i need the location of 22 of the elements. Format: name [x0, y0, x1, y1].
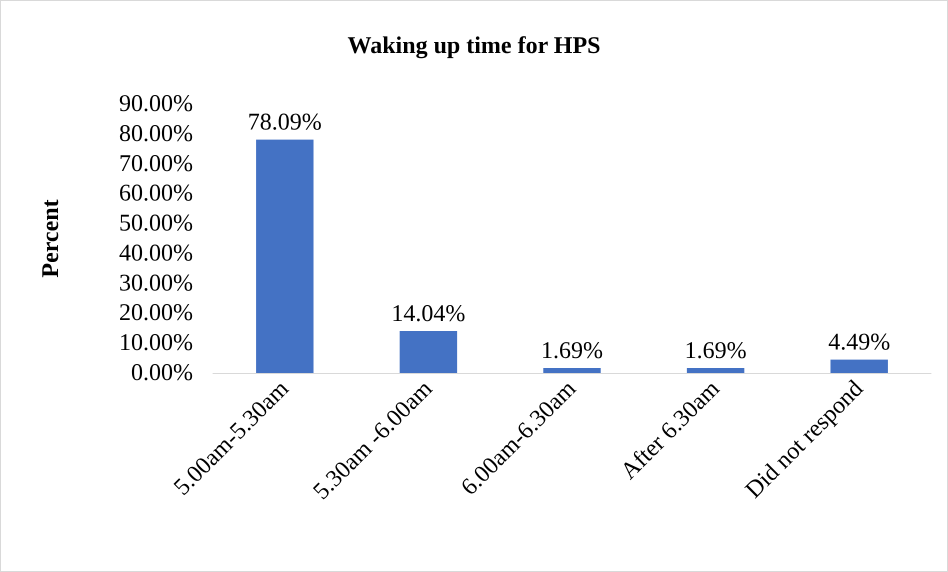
y-tick-label: 90.00%	[119, 91, 193, 117]
bar	[686, 368, 744, 373]
y-tick-label: 80.00%	[119, 120, 193, 147]
data-label: 78.09%	[248, 110, 322, 136]
data-label: 4.49%	[828, 330, 890, 356]
y-tick-label: 70.00%	[119, 150, 193, 177]
chart-title: Waking up time for HPS	[348, 33, 600, 59]
data-label: 1.69%	[684, 338, 747, 364]
y-tick-label: 20.00%	[119, 300, 193, 326]
y-tick-label: 60.00%	[119, 180, 193, 207]
y-tick-label: 40.00%	[119, 240, 193, 266]
bar	[256, 140, 314, 373]
y-tick-label: 0.00%	[131, 360, 193, 386]
bar	[543, 368, 601, 373]
y-axis-title: Percent	[38, 199, 64, 278]
bar	[400, 331, 458, 373]
y-tick-label: 30.00%	[119, 270, 193, 296]
data-label: 14.04%	[391, 301, 466, 328]
data-label: 1.69%	[541, 338, 603, 364]
y-tick-label: 10.00%	[119, 330, 193, 356]
bar	[830, 360, 888, 373]
y-tick-label: 50.00%	[119, 210, 193, 237]
